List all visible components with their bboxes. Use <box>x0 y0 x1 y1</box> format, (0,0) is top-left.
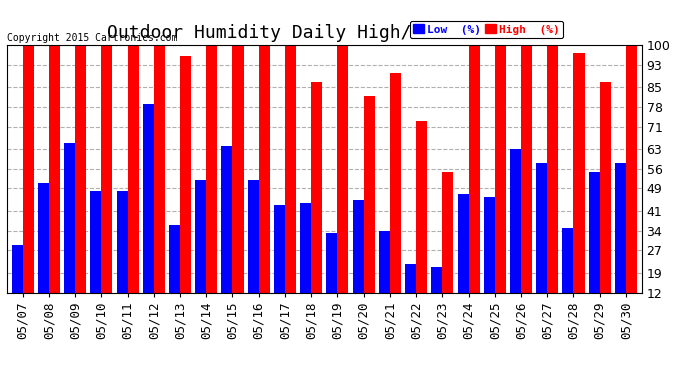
Bar <box>442 172 453 326</box>
Bar <box>562 228 573 326</box>
Bar <box>600 82 611 326</box>
Bar <box>379 231 390 326</box>
Bar <box>510 149 521 326</box>
Bar <box>326 233 337 326</box>
Bar <box>49 45 60 326</box>
Bar <box>12 245 23 326</box>
Bar <box>285 45 296 326</box>
Bar <box>431 267 442 326</box>
Bar <box>221 146 233 326</box>
Bar <box>495 45 506 326</box>
Bar <box>274 206 285 326</box>
Bar <box>536 163 547 326</box>
Bar <box>23 45 34 326</box>
Bar <box>457 194 469 326</box>
Bar <box>195 180 206 326</box>
Bar <box>169 225 180 326</box>
Bar <box>180 56 191 326</box>
Bar <box>64 144 75 326</box>
Text: Copyright 2015 Cartronics.com: Copyright 2015 Cartronics.com <box>7 33 177 42</box>
Bar <box>626 45 637 326</box>
Bar <box>143 104 154 326</box>
Title: Outdoor Humidity Daily High/Low 20150531: Outdoor Humidity Daily High/Low 20150531 <box>107 24 542 42</box>
Bar <box>484 197 495 326</box>
Bar <box>300 202 311 326</box>
Bar <box>364 96 375 326</box>
Bar <box>259 45 270 326</box>
Bar <box>390 73 401 326</box>
Bar <box>90 191 101 326</box>
Bar <box>248 180 259 326</box>
Bar <box>353 200 364 326</box>
Bar <box>416 121 427 326</box>
Bar <box>337 45 348 326</box>
Bar <box>405 264 416 326</box>
Bar <box>615 163 626 326</box>
Bar <box>311 82 322 326</box>
Bar <box>38 183 49 326</box>
Bar <box>101 45 112 326</box>
Bar <box>154 45 165 326</box>
Bar <box>117 191 128 326</box>
Bar <box>521 45 532 326</box>
Bar <box>206 45 217 326</box>
Bar <box>469 45 480 326</box>
Bar <box>75 45 86 326</box>
Bar <box>128 45 139 326</box>
Bar <box>573 54 584 326</box>
Bar <box>589 172 600 326</box>
Bar <box>233 45 244 326</box>
Bar <box>547 45 558 326</box>
Legend: Low  (%), High  (%): Low (%), High (%) <box>409 21 563 38</box>
